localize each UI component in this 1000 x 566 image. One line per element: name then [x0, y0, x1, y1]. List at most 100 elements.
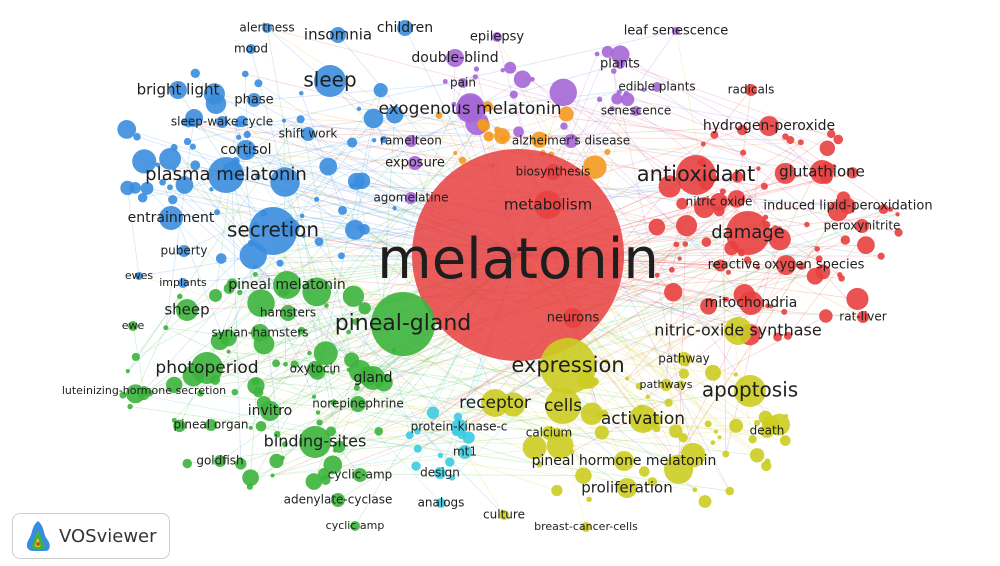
node-label: pineal organ	[173, 418, 248, 432]
node-label: calcium	[526, 426, 573, 440]
edge	[319, 417, 766, 423]
bubble	[782, 133, 789, 140]
bubble	[243, 130, 251, 139]
bubble	[749, 448, 765, 463]
bubble	[346, 367, 352, 373]
node-label: activation	[601, 409, 685, 429]
node-label: cortisol	[220, 142, 271, 158]
bubble	[610, 45, 630, 64]
bubble	[437, 452, 444, 459]
bubble	[701, 237, 712, 247]
bubble	[330, 399, 337, 406]
bubble	[215, 253, 227, 264]
edge	[712, 423, 771, 444]
node-label: culture	[483, 508, 525, 522]
bubble	[314, 196, 320, 202]
bubble	[478, 119, 491, 132]
edge	[316, 118, 374, 200]
bubble	[231, 388, 239, 396]
bubble	[769, 304, 774, 309]
bubble	[840, 235, 851, 245]
bubble	[560, 122, 568, 130]
node-bubble	[542, 426, 556, 440]
bubble	[132, 149, 157, 174]
edge	[787, 208, 884, 337]
bubble	[887, 206, 893, 212]
bubble	[296, 115, 305, 124]
bubble	[117, 120, 137, 139]
bubble	[209, 288, 223, 302]
node-label: antioxidant	[637, 162, 755, 186]
bubble	[190, 68, 200, 78]
bubble	[713, 262, 718, 267]
bubble	[371, 137, 377, 143]
node-bubble	[458, 78, 468, 88]
node-label: death	[750, 424, 785, 438]
bubble	[704, 420, 712, 428]
bubble	[190, 160, 201, 171]
node-label: pineal hormone melatonin	[532, 453, 717, 469]
node-bubble	[564, 134, 578, 148]
bubble	[346, 329, 352, 335]
bubble	[694, 196, 716, 218]
bubble	[347, 137, 358, 148]
bubble	[494, 126, 501, 134]
node-bubble	[734, 375, 766, 407]
node-bubble	[307, 361, 323, 377]
node-bubble	[330, 27, 346, 43]
bubble	[338, 205, 348, 215]
bubble	[131, 352, 140, 362]
node-label: sleep	[303, 68, 356, 92]
bubble	[641, 88, 646, 93]
edge	[620, 54, 823, 173]
edge	[169, 187, 284, 292]
node-bubble	[361, 366, 385, 390]
bubble	[566, 430, 572, 436]
bubble	[299, 213, 305, 219]
bubble	[324, 303, 329, 308]
bubble	[575, 467, 592, 484]
bubble	[551, 484, 563, 497]
bubble	[234, 120, 242, 128]
node-bubble	[615, 59, 625, 69]
edge	[475, 76, 744, 154]
edge	[279, 262, 591, 383]
edge	[675, 30, 754, 440]
bubble	[413, 427, 421, 435]
edge	[250, 332, 261, 478]
node-bubble	[405, 192, 417, 204]
edge	[130, 406, 730, 492]
bubble	[453, 412, 463, 422]
edge	[245, 73, 899, 233]
bubble	[307, 350, 312, 356]
bubble	[846, 287, 869, 311]
bubble	[748, 435, 757, 444]
bubble	[223, 283, 235, 294]
node-label: rat-liver	[839, 310, 886, 324]
edge	[135, 393, 418, 450]
edge	[275, 152, 456, 364]
bubble	[700, 297, 717, 315]
bubble	[669, 424, 683, 438]
node-bubble	[249, 207, 297, 255]
edge	[619, 91, 823, 173]
bubble	[733, 372, 738, 377]
edge	[313, 331, 350, 397]
node-bubble	[739, 291, 763, 315]
node-label: bright light	[137, 81, 220, 99]
node-label: adenylate-cyclase	[284, 493, 393, 507]
bubble	[181, 119, 188, 126]
edge	[627, 98, 832, 135]
bubble	[806, 267, 824, 285]
vosviewer-logo[interactable]: VOSviewer	[12, 513, 170, 559]
node-bubble	[436, 498, 446, 508]
bubble	[137, 192, 148, 203]
edge	[323, 305, 769, 475]
bubble	[727, 190, 746, 208]
node-label: hydrogen-peroxide	[703, 118, 835, 134]
bubble	[736, 124, 748, 136]
bubble	[445, 457, 455, 467]
node-bubble	[724, 317, 752, 345]
bubble	[242, 469, 259, 487]
